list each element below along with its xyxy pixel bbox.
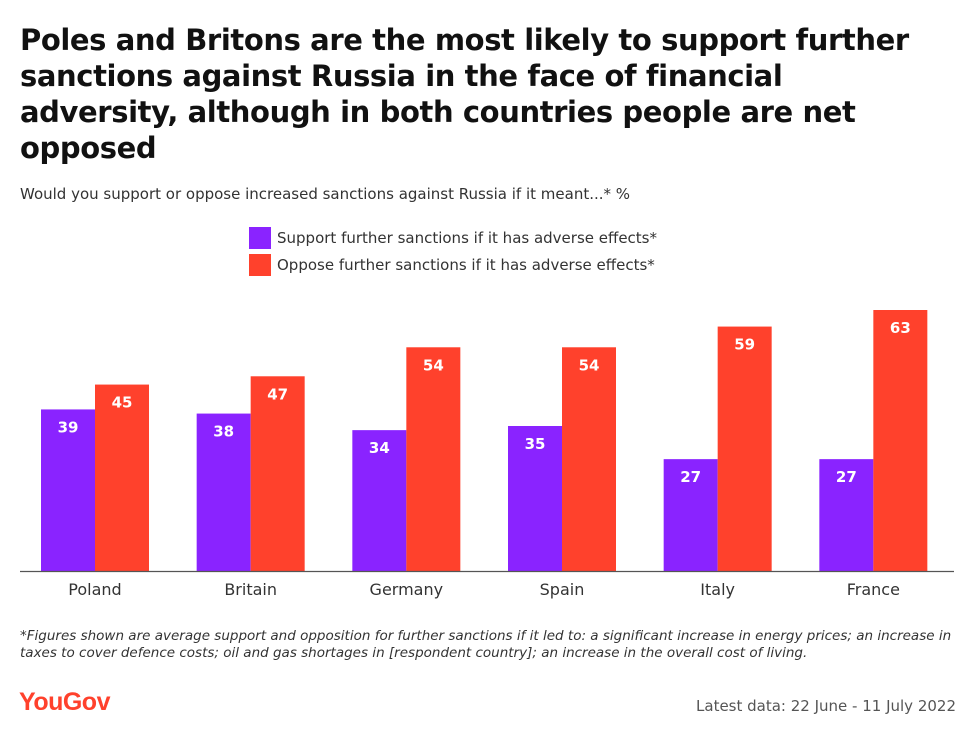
- data-label-oppose-germany: 54: [423, 356, 444, 374]
- chart-subtitle: Would you support or oppose increased sa…: [20, 185, 631, 203]
- data-label-support-italy: 27: [680, 468, 701, 486]
- data-label-oppose-italy: 59: [734, 336, 755, 354]
- bar-support-france: [819, 459, 874, 571]
- data-label-oppose-poland: 45: [112, 394, 133, 412]
- data-label-oppose-france: 63: [890, 319, 911, 337]
- data-label-support-britain: 38: [213, 423, 234, 441]
- bar-chart: 39 45 Poland 38 47 Britain 34 54 Germany 35 54 Spai…: [20, 310, 954, 599]
- bar-oppose-spain: [562, 347, 616, 571]
- bar-support-germany: [352, 430, 407, 571]
- bar-oppose-germany: [406, 347, 461, 571]
- bar-support-britain: [196, 413, 251, 571]
- legend: Support further sanctions if it has adve…: [249, 226, 657, 280]
- bar-oppose-poland: [95, 384, 149, 571]
- bar-oppose-france: [873, 310, 928, 571]
- bar-support-spain: [508, 426, 562, 571]
- x-tick-label-italy: Italy: [700, 580, 735, 599]
- bar-support-poland: [41, 409, 95, 571]
- x-tick-label-poland: Poland: [68, 580, 121, 599]
- data-label-support-germany: 34: [369, 439, 390, 457]
- yougov-logo: YouGov: [19, 688, 110, 716]
- data-label-oppose-britain: 47: [267, 385, 288, 403]
- bar-oppose-italy: [717, 326, 772, 571]
- legend-swatch-oppose: [249, 254, 271, 276]
- bar-oppose-britain: [250, 376, 305, 571]
- legend-item-oppose: Oppose further sanctions if it has adver…: [249, 253, 657, 277]
- legend-swatch-support: [249, 227, 271, 249]
- legend-label-oppose: Oppose further sanctions if it has adver…: [277, 256, 655, 274]
- footnote: *Figures shown are average support and o…: [20, 628, 952, 661]
- data-label-support-poland: 39: [58, 418, 79, 436]
- data-label-support-france: 27: [836, 468, 857, 486]
- x-tick-label-britain: Britain: [224, 580, 277, 599]
- chart-title: Poles and Britons are the most likely to…: [20, 23, 909, 165]
- x-tick-label-germany: Germany: [370, 580, 444, 599]
- x-tick-label-spain: Spain: [540, 580, 585, 599]
- legend-label-support: Support further sanctions if it has adve…: [277, 229, 657, 247]
- data-label-oppose-spain: 54: [579, 356, 600, 374]
- bar-support-italy: [663, 459, 718, 571]
- latest-data-date: Latest data: 22 June - 11 July 2022: [696, 697, 956, 715]
- legend-item-support: Support further sanctions if it has adve…: [249, 226, 657, 250]
- data-label-support-spain: 35: [525, 435, 546, 453]
- x-tick-label-france: France: [847, 580, 900, 599]
